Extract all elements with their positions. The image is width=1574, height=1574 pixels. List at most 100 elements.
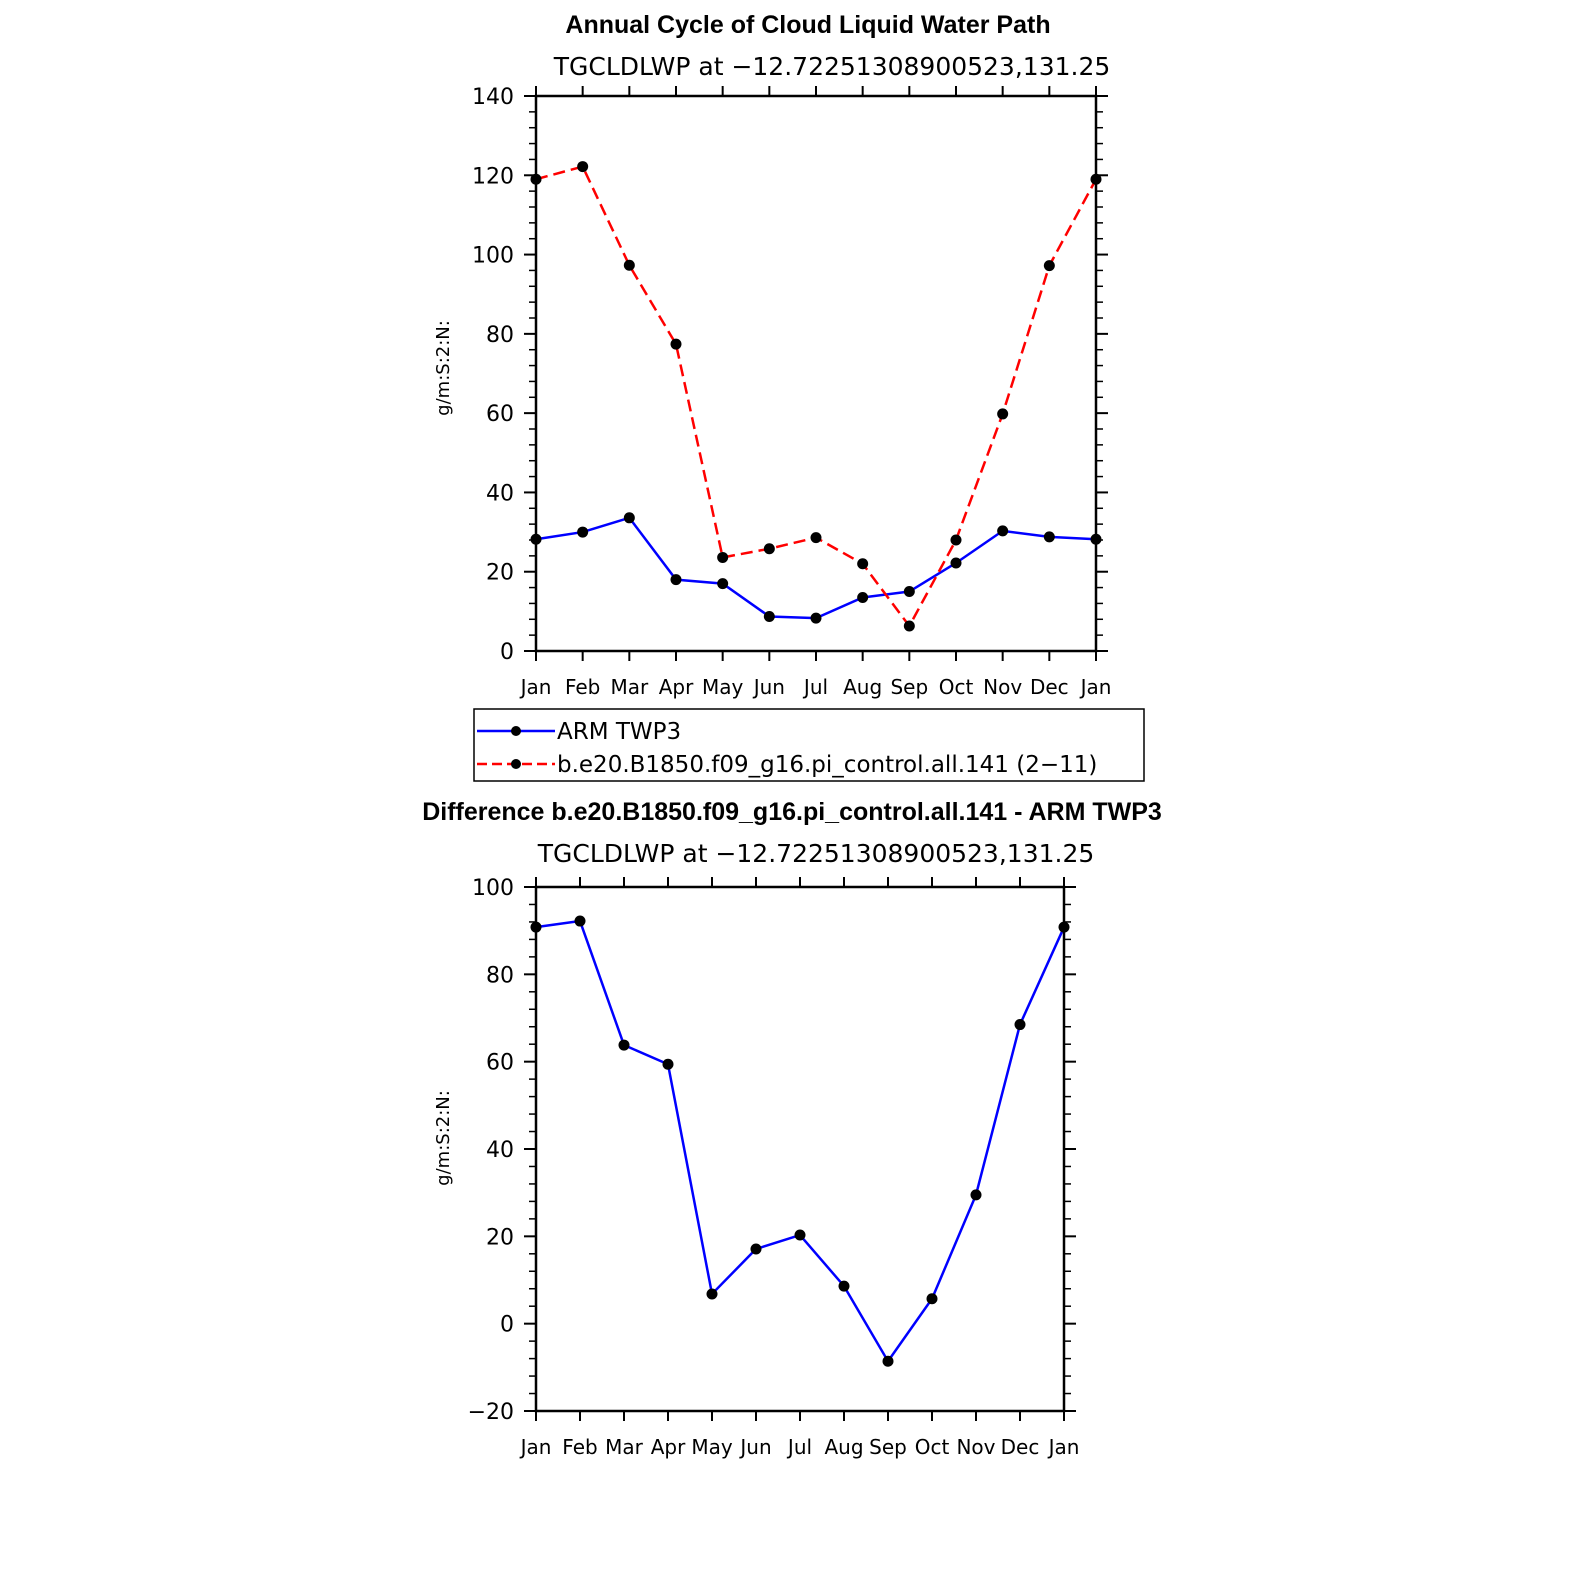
series-0-point bbox=[950, 557, 962, 569]
y-tick-label: 120 bbox=[472, 164, 514, 189]
y-tick-label: −20 bbox=[468, 1400, 514, 1425]
series-0-point bbox=[750, 1243, 762, 1255]
series-0-point bbox=[970, 1189, 982, 1201]
legend-marker-arm-twp3 bbox=[511, 726, 521, 736]
chart-annual-cycle: Annual Cycle of Cloud Liquid Water Path … bbox=[433, 11, 1145, 782]
series-0-point bbox=[623, 512, 635, 524]
x-tick-label: Aug bbox=[843, 675, 882, 699]
series-0-point bbox=[530, 533, 542, 545]
series-0-point bbox=[857, 591, 869, 603]
series-1-point bbox=[857, 558, 869, 570]
series-1-point bbox=[903, 620, 915, 632]
chart-difference: Difference b.e20.B1850.f09_g16.pi_contro… bbox=[422, 798, 1162, 1459]
legend-label-model: b.e20.B1850.f09_g16.pi_control.all.141 (… bbox=[557, 752, 1097, 778]
x-tick-label: May bbox=[691, 1435, 733, 1459]
x-tick-label: Jun bbox=[752, 675, 785, 699]
y-tick-label: 100 bbox=[472, 244, 514, 269]
y-tick-label: 40 bbox=[486, 1138, 514, 1163]
x-tick-label: Apr bbox=[651, 1435, 686, 1459]
series-line-0 bbox=[535, 919, 1066, 1364]
series-1-point bbox=[623, 259, 635, 271]
x-tick-label: Jun bbox=[738, 1435, 771, 1459]
legend-box bbox=[473, 708, 1145, 782]
series-0-point bbox=[1090, 533, 1102, 545]
y-axis-label: g/m:S:2:N: bbox=[433, 1090, 454, 1186]
y-tick-label: 20 bbox=[486, 561, 514, 586]
x-tick-label: Oct bbox=[915, 1435, 950, 1459]
series-0-point bbox=[618, 1039, 630, 1051]
series-1-point bbox=[997, 408, 1009, 420]
legend-label-arm-twp3: ARM TWP3 bbox=[557, 719, 681, 745]
series-0-point bbox=[903, 586, 915, 598]
y-tick-label: 20 bbox=[486, 1225, 514, 1250]
y-tick-label: 60 bbox=[486, 1051, 514, 1076]
y-tick-label: 80 bbox=[486, 323, 514, 348]
legend-marker-model bbox=[511, 759, 521, 769]
y-tick-label: 0 bbox=[500, 1313, 514, 1338]
series-0-point bbox=[706, 1288, 718, 1300]
series-0-point bbox=[926, 1293, 938, 1305]
x-tick-label: Apr bbox=[659, 675, 694, 699]
x-tick-label: Jan bbox=[1079, 675, 1112, 699]
series-0-point bbox=[1014, 1019, 1026, 1031]
y-tick-label: 100 bbox=[472, 876, 514, 901]
x-tick-label: Mar bbox=[605, 1435, 644, 1459]
series-line-1 bbox=[535, 165, 1098, 629]
series-0-point bbox=[838, 1280, 850, 1292]
series-1-point bbox=[577, 161, 589, 173]
x-tick-label: Mar bbox=[610, 675, 649, 699]
x-tick-label: Dec bbox=[1030, 675, 1069, 699]
series-1-point bbox=[763, 543, 775, 555]
series-0-point bbox=[997, 525, 1009, 537]
series-0-point bbox=[577, 526, 589, 538]
series-0-point bbox=[662, 1058, 674, 1070]
series-0-point bbox=[530, 921, 542, 933]
series-0-point bbox=[574, 915, 586, 927]
y-tick-label: 140 bbox=[472, 85, 514, 110]
x-tick-label: Jan bbox=[1047, 1435, 1080, 1459]
x-tick-label: Jul bbox=[786, 1435, 812, 1459]
series-1-point bbox=[950, 534, 962, 546]
series-1-point bbox=[1043, 260, 1055, 272]
series-0-point bbox=[763, 611, 775, 623]
chart-subtitle: TGCLDLWP at −12.72251308900523,131.25 bbox=[553, 52, 1111, 81]
x-tick-label: May bbox=[702, 675, 744, 699]
series-0-point bbox=[717, 578, 729, 590]
x-tick-label: Feb bbox=[562, 1435, 597, 1459]
series-0-point bbox=[1043, 531, 1055, 543]
x-tick-label: Feb bbox=[565, 675, 600, 699]
series-0-point bbox=[794, 1229, 806, 1241]
series-0-point bbox=[810, 612, 822, 624]
y-tick-label: 60 bbox=[486, 402, 514, 427]
y-tick-label: 0 bbox=[500, 640, 514, 665]
x-tick-label: Jan bbox=[519, 675, 552, 699]
plot-frame bbox=[534, 94, 1098, 653]
plot-area-difference: Jan Feb Mar Apr May Jun Jul Aug Sep Oct Nov Dec Jan−… bbox=[468, 876, 1080, 1459]
x-tick-label: Nov bbox=[983, 675, 1022, 699]
plot-frame bbox=[534, 885, 1066, 1413]
series-1-point bbox=[530, 173, 542, 185]
y-tick-label: 80 bbox=[486, 963, 514, 988]
series-1-point bbox=[717, 551, 729, 563]
x-tick-label: Sep bbox=[890, 675, 928, 699]
x-tick-label: Sep bbox=[869, 1435, 907, 1459]
chart-subtitle: TGCLDLWP at −12.72251308900523,131.25 bbox=[537, 839, 1095, 868]
series-1-point bbox=[1090, 173, 1102, 185]
plot-area-annual-cycle: Jan Feb Mar Apr May Jun Jul Aug Sep Oct Nov Dec Jan0… bbox=[472, 85, 1111, 699]
x-tick-label: Dec bbox=[1001, 1435, 1040, 1459]
series-0-point bbox=[1058, 921, 1070, 933]
series-0-point bbox=[670, 574, 682, 586]
series-0-point bbox=[882, 1355, 894, 1367]
x-tick-label: Aug bbox=[824, 1435, 863, 1459]
series-1-point bbox=[810, 532, 822, 544]
y-axis-label: g/m:S:2:N: bbox=[433, 320, 454, 416]
chart-title: Annual Cycle of Cloud Liquid Water Path bbox=[565, 11, 1050, 39]
x-tick-label: Oct bbox=[939, 675, 974, 699]
x-tick-label: Jul bbox=[802, 675, 828, 699]
legend: ARM TWP3 b.e20.B1850.f09_g16.pi_control.… bbox=[473, 708, 1145, 782]
y-tick-label: 40 bbox=[486, 481, 514, 506]
chart-title: Difference b.e20.B1850.f09_g16.pi_contro… bbox=[422, 798, 1162, 826]
x-tick-label: Jan bbox=[519, 1435, 552, 1459]
x-tick-label: Nov bbox=[956, 1435, 995, 1459]
